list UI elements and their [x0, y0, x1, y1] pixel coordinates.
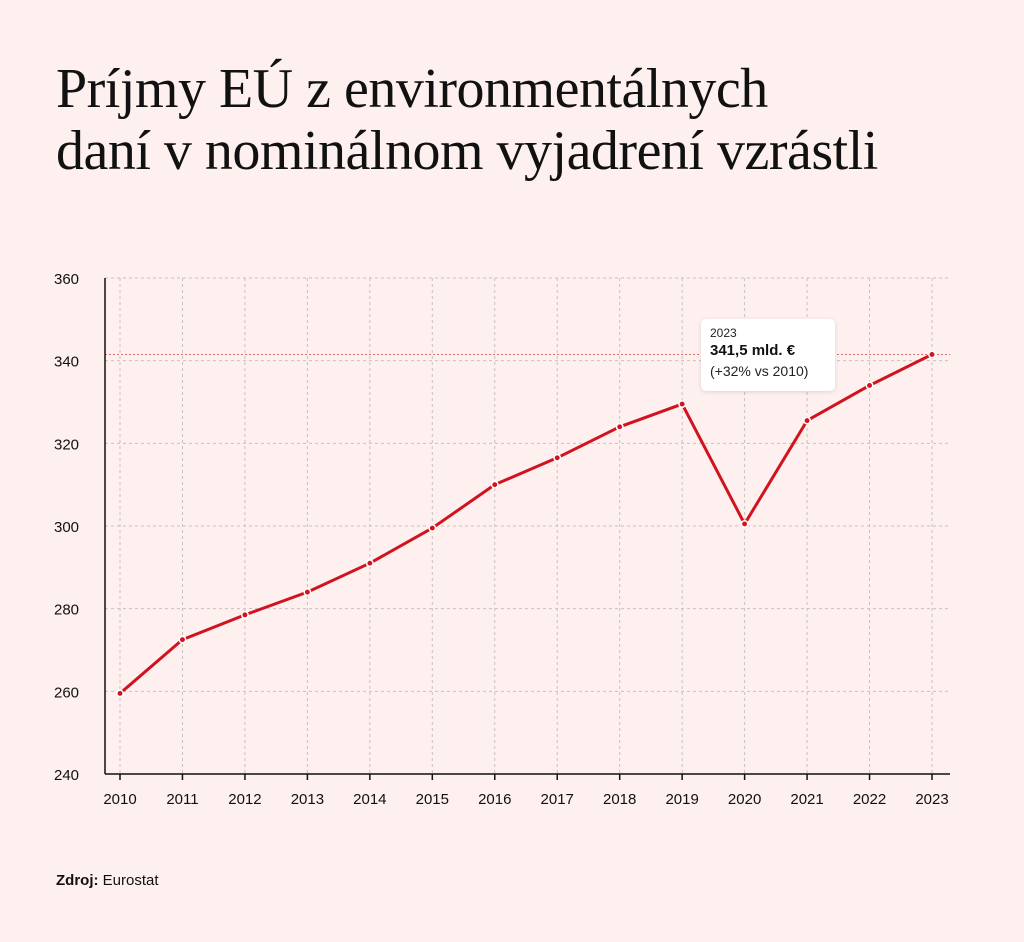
x-tick-label: 2020: [728, 791, 761, 808]
data-point: [928, 350, 936, 359]
x-tick-label: 2011: [166, 791, 198, 808]
data-point: [365, 559, 374, 568]
data-point: [615, 422, 624, 431]
y-tick-label: 240: [54, 767, 79, 784]
data-point: [116, 689, 124, 698]
y-tick-label: 340: [54, 354, 79, 371]
x-tick-label: 2021: [790, 791, 823, 808]
x-tick-label: 2022: [853, 791, 886, 808]
source-note: Zdroj: Eurostat: [56, 872, 159, 889]
y-tick-label: 260: [54, 684, 79, 701]
data-point: [678, 400, 687, 409]
data-tooltip: 2023 341,5 mld. € (+32% vs 2010): [701, 319, 835, 391]
data-point: [240, 610, 249, 619]
source-value: Eurostat: [102, 872, 159, 889]
data-point: [428, 524, 437, 533]
x-tick-label: 2012: [228, 791, 261, 808]
y-tick-label: 280: [54, 602, 79, 619]
x-tick-label: 2014: [353, 791, 386, 808]
y-tick-label: 300: [54, 519, 79, 536]
chart-title: Príjmy EÚ z environmentálnych daní v nom…: [56, 58, 996, 182]
x-tick-label: 2015: [416, 791, 449, 808]
tooltip-change: (+32% vs 2010): [710, 363, 809, 379]
x-tick-label: 2018: [603, 791, 636, 808]
x-tick-label: 2019: [665, 791, 698, 808]
data-point: [553, 453, 562, 462]
y-tick-label: 360: [54, 271, 79, 288]
x-tick-label: 2023: [915, 791, 948, 808]
x-tick-label: 2017: [541, 791, 574, 808]
x-tick-label: 2013: [291, 791, 324, 808]
data-point: [865, 381, 874, 390]
data-point: [303, 588, 312, 597]
x-tick-label: 2016: [478, 791, 511, 808]
tooltip-year: 2023: [710, 326, 737, 340]
data-point: [803, 416, 812, 425]
series-line: [118, 352, 934, 695]
tooltip-value: 341,5 mld. €: [710, 342, 796, 359]
x-tick-label: 2010: [103, 791, 136, 808]
y-tick-label: 320: [54, 436, 79, 453]
data-point: [490, 480, 499, 489]
data-point: [740, 519, 749, 528]
chart-title-line-1: Príjmy EÚ z environmentálnych: [56, 58, 768, 120]
source-label: Zdroj:: [56, 872, 99, 889]
chart-title-line-2: daní v nominálnom vyjadrení vzrástli: [56, 120, 878, 182]
data-point: [178, 635, 187, 644]
